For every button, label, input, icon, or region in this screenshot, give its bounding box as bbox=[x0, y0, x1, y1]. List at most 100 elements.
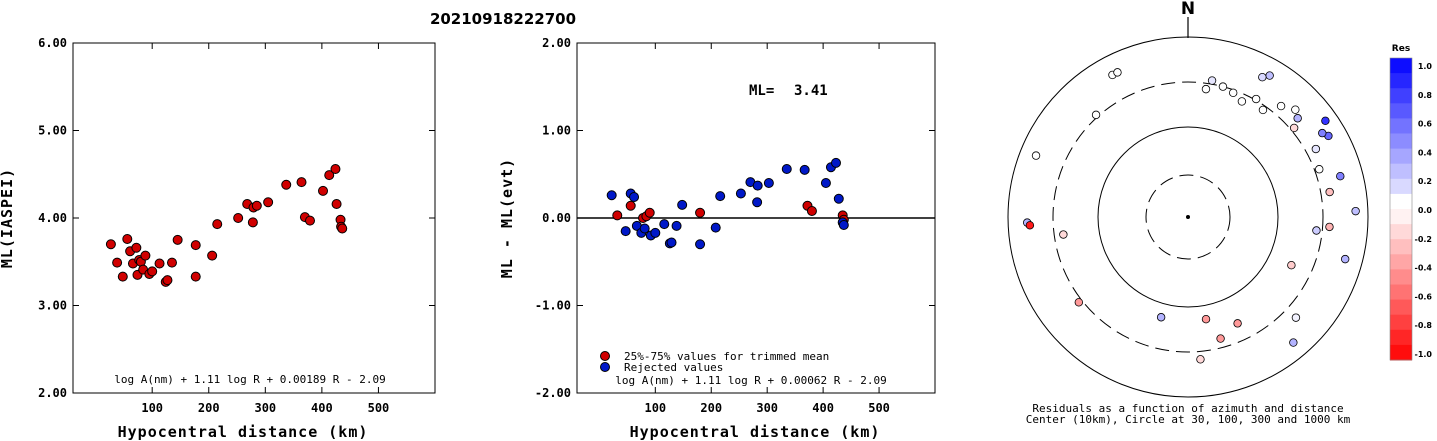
rejected-point bbox=[695, 239, 706, 250]
colorbar-cell bbox=[1390, 163, 1412, 180]
ring-30km bbox=[1145, 174, 1231, 260]
data-point bbox=[190, 240, 201, 251]
event-center bbox=[1186, 215, 1190, 219]
colorbar-labels: 1.0 0.8 0.6 0.4 0.2 0.0 -0.2 -0.4 -0.6 -0.8 -1.0 bbox=[1415, 62, 1433, 359]
rejected-point bbox=[763, 178, 774, 188]
station-point bbox=[1258, 105, 1268, 115]
data-point bbox=[304, 215, 315, 226]
colorbar-cell bbox=[1390, 193, 1412, 210]
colorbar-frame bbox=[1389, 57, 1413, 361]
colorbar-cell bbox=[1390, 103, 1412, 119]
station-point bbox=[1201, 315, 1211, 324]
formula-label: log A(nm) + 1.11 log R + 0.00189 R - 2.0… bbox=[114, 373, 386, 386]
rejected-point bbox=[666, 237, 677, 248]
data-point bbox=[122, 234, 133, 244]
colorbar-label: 0.6 bbox=[1418, 120, 1433, 129]
caption-line-1: Residuals as a function of azimuth and d… bbox=[1032, 402, 1343, 415]
x-tick-label: 400 bbox=[311, 401, 333, 415]
station-point bbox=[1218, 82, 1228, 91]
station-point bbox=[1321, 116, 1330, 125]
station-point bbox=[1207, 76, 1217, 85]
trimmed-point bbox=[625, 200, 636, 211]
y-axis-label: ML - ML(evt) bbox=[498, 158, 516, 278]
colorbar-label: -1.0 bbox=[1415, 350, 1433, 359]
legend-label-trimmed: 25%-75% values for trimmed mean bbox=[624, 350, 829, 363]
rejected-point bbox=[710, 222, 721, 233]
x-tick-label: 300 bbox=[254, 401, 276, 415]
station-point bbox=[1318, 128, 1327, 138]
axis-ticks: 100 200 300 400 500 -2.00 -1.00 0.00 1.00 2.00 bbox=[535, 36, 935, 415]
station-point bbox=[1025, 221, 1035, 230]
colorbar-cell bbox=[1390, 239, 1412, 255]
x-tick-label: 100 bbox=[644, 401, 666, 415]
colorbar-cell bbox=[1390, 73, 1412, 89]
x-tick-label: 200 bbox=[700, 401, 722, 415]
rejected-point bbox=[620, 226, 631, 237]
station-point bbox=[1289, 123, 1299, 133]
colorbar-cell bbox=[1390, 58, 1412, 74]
ml-distance-chart: 100 200 300 400 500 2.00 3.00 4.00 5.00 6.00 log … bbox=[0, 36, 436, 441]
colorbar-label: -0.8 bbox=[1415, 321, 1433, 330]
caption-line-2: Center (10km), Circle at 30, 100, 300 an… bbox=[1026, 413, 1351, 426]
data-point bbox=[337, 223, 348, 234]
station-point bbox=[1276, 101, 1286, 111]
colorbar-label: 0.8 bbox=[1418, 91, 1433, 100]
rejected-point bbox=[833, 193, 844, 204]
rejected-point bbox=[830, 157, 841, 168]
station-point bbox=[1031, 151, 1041, 160]
station-point bbox=[1156, 313, 1166, 322]
station-point bbox=[1351, 206, 1360, 216]
rejected-point bbox=[820, 178, 831, 188]
ring-100km bbox=[1097, 126, 1279, 308]
formula-label: log A(nm) + 1.11 log R + 0.00062 R - 2.0… bbox=[615, 374, 887, 387]
station-point bbox=[1291, 105, 1300, 114]
data-point bbox=[117, 271, 128, 282]
colorbar-label: 1.0 bbox=[1418, 62, 1433, 71]
station-point bbox=[1325, 222, 1334, 232]
station-point bbox=[1265, 71, 1274, 80]
data-point bbox=[233, 213, 244, 223]
colorbar-label: -0.4 bbox=[1415, 264, 1433, 273]
rejected-point bbox=[838, 220, 849, 230]
data-point bbox=[330, 164, 341, 174]
residual-distance-chart: 100 200 300 400 500 -2.00 -1.00 0.00 1.00 2.00 ML… bbox=[498, 36, 936, 441]
rejected-point bbox=[659, 219, 670, 230]
x-tick-label: 500 bbox=[368, 401, 390, 415]
y-tick-label: -2.00 bbox=[535, 386, 571, 400]
rejected-point bbox=[752, 180, 763, 191]
x-axis-label: Hypocentral distance (km) bbox=[630, 423, 881, 441]
legend-marker-trimmed bbox=[600, 351, 610, 361]
x-tick-label: 100 bbox=[141, 401, 163, 415]
rejected-point bbox=[752, 197, 763, 208]
station-point bbox=[1251, 94, 1261, 104]
data-point bbox=[247, 217, 258, 228]
station-point bbox=[1312, 226, 1321, 235]
station-point bbox=[1059, 230, 1068, 239]
y-tick-label: 2.00 bbox=[542, 36, 571, 50]
station-point bbox=[1340, 254, 1350, 264]
y-tick-label: 5.00 bbox=[38, 124, 67, 138]
axis-ticks: 100 200 300 400 500 2.00 3.00 4.00 5.00 6.00 bbox=[38, 36, 435, 415]
rejected-point bbox=[639, 223, 650, 234]
data-point bbox=[131, 242, 142, 253]
colorbar-cell bbox=[1390, 299, 1412, 316]
trimmed-point bbox=[612, 210, 623, 221]
data-point bbox=[166, 257, 177, 268]
rejected-point bbox=[715, 191, 726, 202]
data-point bbox=[105, 239, 116, 250]
y-tick-label: -1.00 bbox=[535, 299, 571, 313]
colorbar-label: 0.2 bbox=[1418, 177, 1432, 186]
data-point bbox=[147, 266, 158, 277]
colorbar-cell bbox=[1390, 88, 1412, 104]
station-point bbox=[1113, 68, 1122, 77]
station-points bbox=[1022, 68, 1360, 364]
x-tick-label: 300 bbox=[756, 401, 778, 415]
station-point bbox=[1237, 97, 1247, 106]
azimuth-map: N Residuals as a function of azimuth and… bbox=[1007, 0, 1369, 426]
station-point bbox=[1287, 261, 1296, 270]
rejected-point bbox=[671, 220, 682, 231]
station-point bbox=[1311, 144, 1321, 154]
colorbar-cell bbox=[1390, 148, 1412, 165]
station-point bbox=[1315, 165, 1324, 174]
